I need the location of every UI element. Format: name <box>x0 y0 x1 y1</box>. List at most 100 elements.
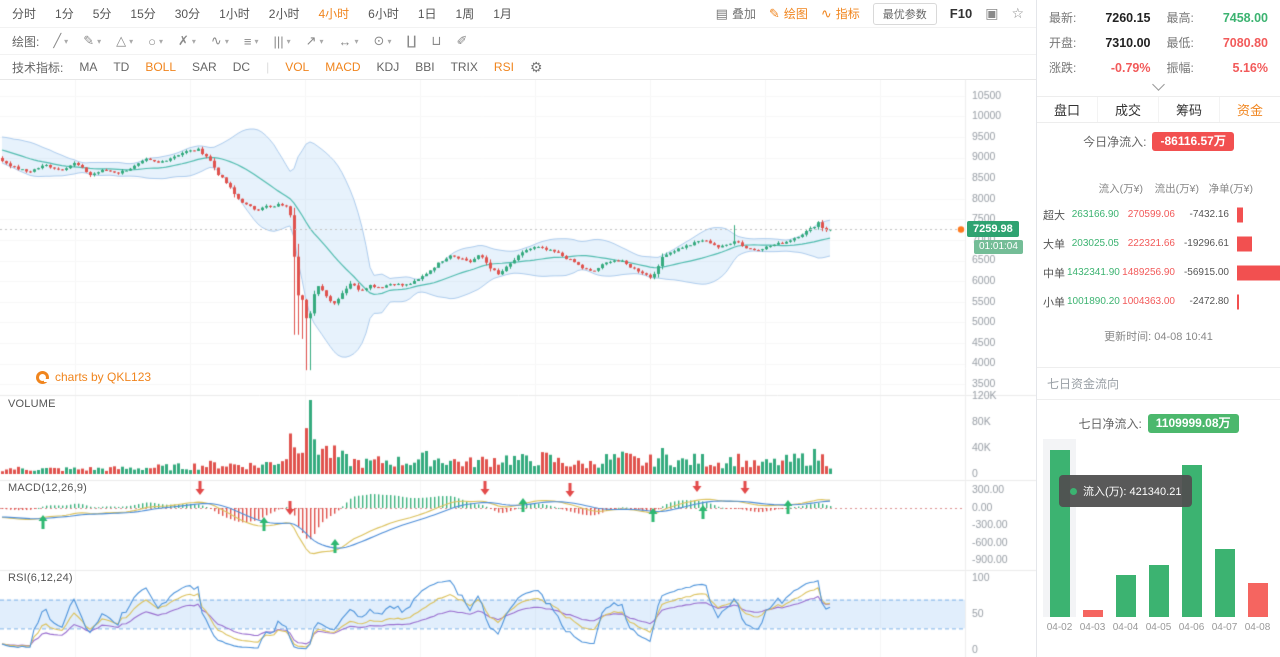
week-label-04-06: 04-06 <box>1178 622 1205 633</box>
interval-4小时[interactable]: 4小时 <box>318 7 350 21</box>
chevron-down-icon: ▾ <box>64 36 69 46</box>
row-label: 超大 <box>1043 209 1065 222</box>
interval-6小时[interactable]: 6小时 <box>368 7 399 21</box>
tooltip-dot-icon <box>1070 487 1077 495</box>
indicator-VOL[interactable]: VOL <box>285 60 310 74</box>
chart-columns-icon[interactable]: ∐ <box>406 33 417 48</box>
quote-value: 7260.15 <box>1105 10 1151 25</box>
wave-pattern-tool[interactable]: ∿ ▾ <box>211 33 229 49</box>
week-bar-04-08[interactable] <box>1241 439 1274 617</box>
chart-region: 分时 1分 5分 15分 30分 1小时 2小时 4小时 6小时 1日 1周 1月 ▤ 叠加 ✎ 绘图… <box>0 0 1037 657</box>
qkl123-logo-icon <box>36 370 49 384</box>
draw-button[interactable]: ✎ 绘图 <box>769 5 808 22</box>
quote-label: 振幅: <box>1166 61 1194 75</box>
row-label: 小单 <box>1043 296 1065 309</box>
price-chart-canvas[interactable] <box>0 80 1036 657</box>
week-label-04-07: 04-07 <box>1211 622 1238 633</box>
week-bar-04-04[interactable] <box>1109 439 1142 617</box>
indicator-TRIX[interactable]: TRIX <box>450 60 478 74</box>
week-flow-section-title: 七日资金流向 <box>1037 367 1280 400</box>
interval-15分[interactable]: 15分 <box>130 7 156 21</box>
week-label-04-03: 04-03 <box>1079 622 1106 633</box>
line-tool[interactable]: ╱ ▾ <box>53 33 68 49</box>
interval-2小时[interactable]: 2小时 <box>268 7 300 21</box>
row-outflow: 1489256.90 <box>1122 267 1175 278</box>
week-net-label: 七日净流入: <box>1078 417 1142 431</box>
arrow-tool[interactable]: ↗ ▾ <box>306 33 324 49</box>
week-net-row: 七日净流入: 1109999.08万 <box>1037 414 1280 433</box>
callout-tool-icon: ⊙ <box>373 33 385 48</box>
quote-cell: 最低: 7080.80 <box>1167 34 1269 51</box>
quote-label: 最新: <box>1049 11 1077 25</box>
indicator-DC[interactable]: DC <box>232 60 251 74</box>
week-bar-04-07[interactable] <box>1208 439 1241 617</box>
row-net: -7432.16 <box>1189 209 1229 220</box>
chevron-down-icon: ▾ <box>158 36 163 46</box>
gear-icon[interactable]: ⚙ <box>529 58 543 75</box>
chevron-down-icon[interactable] <box>1152 78 1165 91</box>
indicator-button[interactable]: ∿ 指标 <box>821 5 860 22</box>
indicator-KDJ[interactable]: KDJ <box>376 60 400 74</box>
eraser-icon[interactable]: ✐ <box>456 33 468 48</box>
circle-tool[interactable]: ○ ▾ <box>148 34 163 49</box>
row-inflow: 1001890.20 <box>1067 296 1120 307</box>
text-tool[interactable]: ≡ ▾ <box>244 34 259 49</box>
week-chart-labels: 04-02 04-03 04-04 04-05 04-06 04-07 04-08 <box>1043 622 1274 633</box>
tab-盘口[interactable]: 盘口 <box>1053 103 1080 118</box>
today-net-badge: -86116.57万 <box>1152 132 1234 151</box>
best-param-button[interactable]: 最优参数 <box>872 2 937 25</box>
pencil-tool[interactable]: ✎ ▾ <box>83 33 101 49</box>
interval-1周[interactable]: 1周 <box>455 7 475 21</box>
tab-成交[interactable]: 成交 <box>1097 97 1158 122</box>
indicator-MA[interactable]: MA <box>79 60 98 74</box>
interval-1分[interactable]: 1分 <box>55 7 74 21</box>
candle-countdown-tag: 01:01:04 <box>974 240 1023 254</box>
update-time-label: 更新时间: <box>1104 331 1152 343</box>
indicator-BOLL[interactable]: BOLL <box>145 60 177 74</box>
tab-资金[interactable]: 资金 <box>1219 97 1280 122</box>
week-label-04-08: 04-08 <box>1244 622 1271 633</box>
callout-tool[interactable]: ⊙ ▾ <box>374 33 392 49</box>
measure-tool[interactable]: ↔ ▾ <box>339 34 359 49</box>
tab-筹码[interactable]: 筹码 <box>1158 97 1219 122</box>
indicator-SAR[interactable]: SAR <box>192 60 217 74</box>
toolbar-right: ▤ 叠加 ✎ 绘图 ∿ 指标 最优参数 F10 ▣ ☆ <box>716 2 1024 25</box>
pencil-icon: ✎ <box>768 5 780 21</box>
update-time-value: 04-08 10:41 <box>1154 331 1213 343</box>
chevron-down-icon: ▾ <box>354 36 359 46</box>
interval-分时[interactable]: 分时 <box>12 7 37 21</box>
row-label: 中单 <box>1043 267 1065 280</box>
interval-30分[interactable]: 30分 <box>174 7 201 21</box>
macd-pane-label: MACD(12,26,9) <box>8 482 88 494</box>
chevron-down-icon: ▾ <box>129 36 134 46</box>
header-net: 净单(万¥) <box>1208 183 1253 195</box>
interval-1日[interactable]: 1日 <box>417 7 437 21</box>
sidebar-tabs: 盘口 成交 筹码 资金 <box>1037 96 1280 123</box>
f10-button[interactable]: F10 <box>949 6 973 21</box>
interval-1小时[interactable]: 1小时 <box>219 7 250 21</box>
interval-1月[interactable]: 1月 <box>493 7 512 21</box>
table-row: 小单 1001890.20 1004363.00 -2472.80 <box>1043 287 1280 316</box>
indicator-MACD[interactable]: MACD <box>325 60 361 74</box>
trash-icon[interactable]: ⊔ <box>431 33 442 48</box>
week-bar-04-06[interactable] <box>1175 439 1208 617</box>
week-bar-04-05[interactable] <box>1142 439 1175 617</box>
shape-tool[interactable]: △ ▾ <box>116 33 133 49</box>
week-bar-04-02[interactable] <box>1043 439 1076 617</box>
vertical-lines-tool-icon: ||| <box>273 33 284 49</box>
week-label-04-04: 04-04 <box>1112 622 1139 633</box>
zigzag-tool[interactable]: ✗ ▾ <box>178 33 196 49</box>
quote-cell: 涨跌: -0.79% <box>1049 59 1151 76</box>
chevron-down-icon: ▾ <box>97 36 102 46</box>
indicator-RSI[interactable]: RSI <box>493 60 514 74</box>
week-bar-04-03[interactable] <box>1076 439 1109 617</box>
row-outflow: 1004363.00 <box>1122 296 1175 307</box>
indicator-TD[interactable]: TD <box>113 60 130 74</box>
chevron-down-icon: ▾ <box>387 36 392 46</box>
vertical-lines-tool[interactable]: ||| ▾ <box>273 34 290 49</box>
star-icon[interactable]: ☆ <box>1011 5 1024 21</box>
screenshot-icon[interactable]: ▣ <box>985 5 999 21</box>
overlay-button[interactable]: ▤ 叠加 <box>716 5 756 22</box>
interval-5分[interactable]: 5分 <box>92 7 112 21</box>
indicator-BBI[interactable]: BBI <box>415 60 435 74</box>
